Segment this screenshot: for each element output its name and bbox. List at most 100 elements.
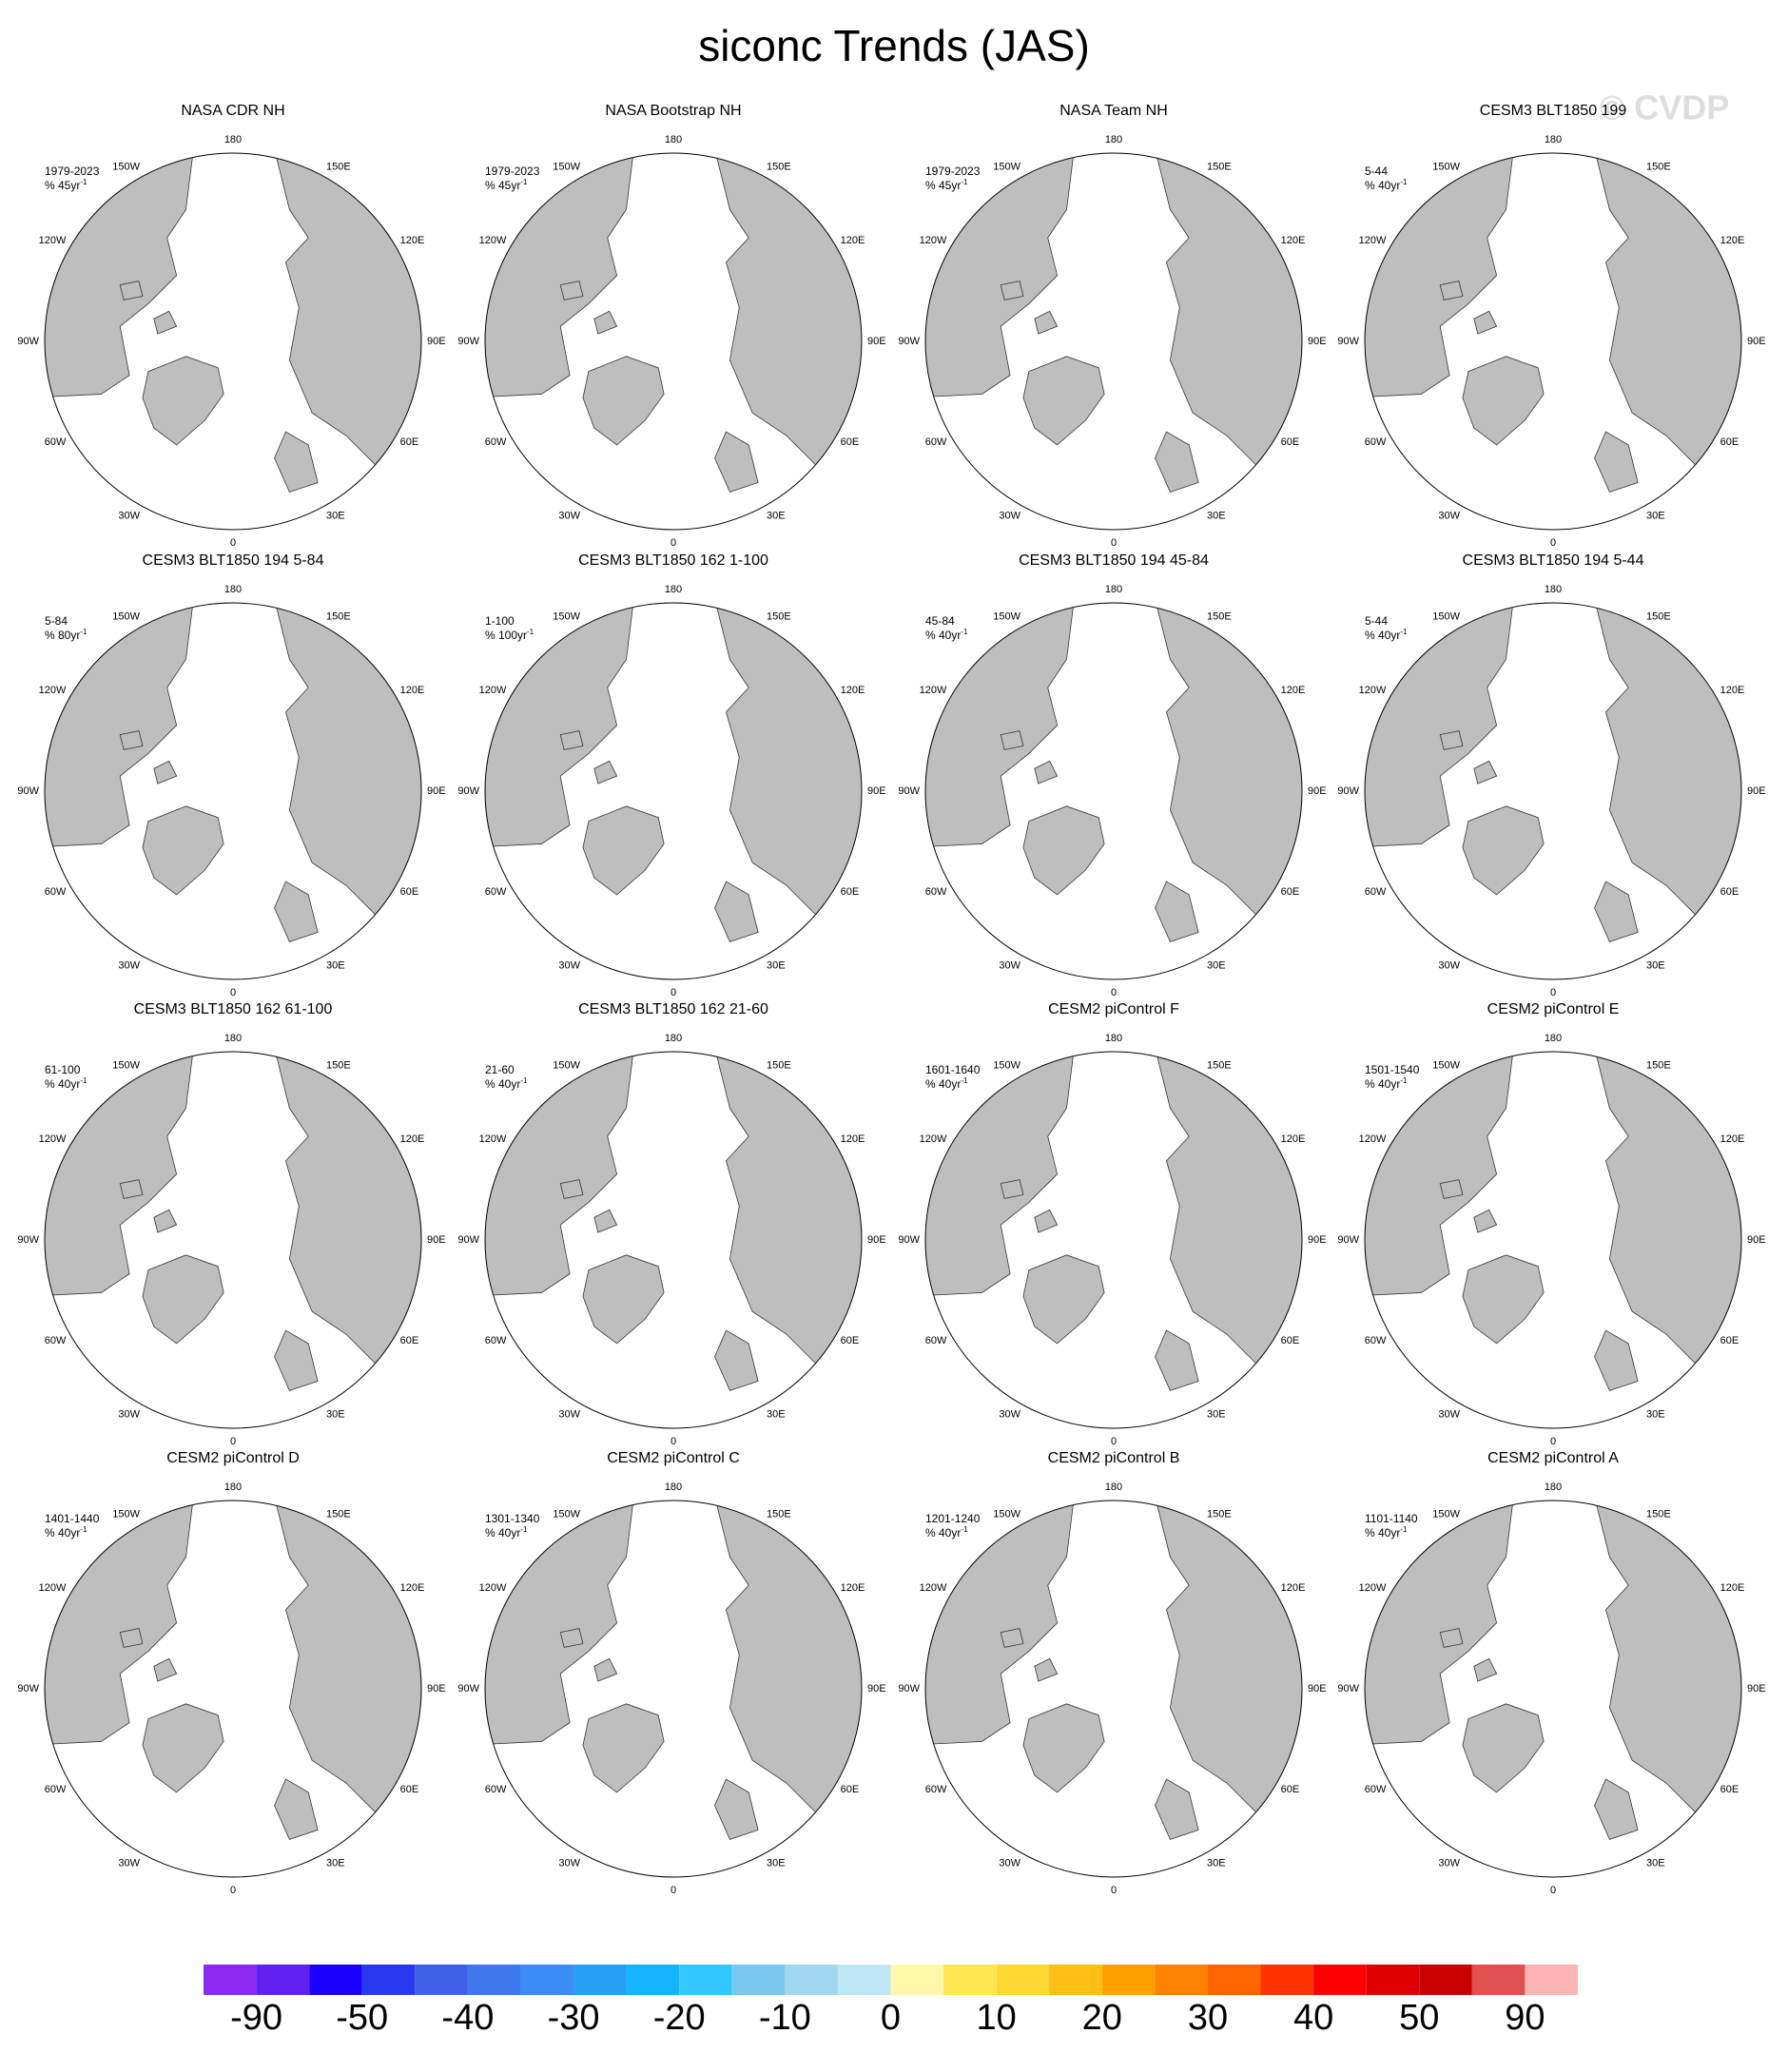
longitude-label: 60E xyxy=(841,886,860,898)
panel-title: CESM2 piControl D xyxy=(166,1450,300,1466)
longitude-label: 30W xyxy=(999,960,1020,972)
longitude-label: 120W xyxy=(479,235,507,246)
map xyxy=(924,152,1303,531)
map xyxy=(1364,1051,1742,1429)
map-panel: CESM3 BLT1850 162 61-100 180 150E 120E 90E 60… xyxy=(17,1001,445,1447)
map-panel: CESM2 piControl E 180 150E 120E 90E 60E 30E 0 30… xyxy=(1337,1001,1765,1447)
panel-title: CESM2 piControl A xyxy=(1487,1450,1619,1466)
unit-label: % 45yr-1 xyxy=(485,178,528,192)
longitude-label: 30E xyxy=(1646,960,1665,972)
unit-exponent: -1 xyxy=(80,1076,87,1085)
longitude-label: 30W xyxy=(558,960,580,972)
longitude-label: 30E xyxy=(1207,511,1226,522)
map xyxy=(484,1051,863,1429)
longitude-label: 120W xyxy=(39,1133,67,1145)
unit-text: % 40yr xyxy=(925,629,961,642)
longitude-label: 120W xyxy=(920,235,947,246)
longitude-label: 150W xyxy=(112,161,140,172)
unit-exponent: -1 xyxy=(1400,178,1408,186)
longitude-label: 150W xyxy=(112,1059,140,1071)
longitude-label: 90W xyxy=(898,1683,920,1694)
longitude-label: 60E xyxy=(1281,436,1300,448)
map-panel: CESM2 piControl C 180 150E 120E 90E 60E 30E 0 30… xyxy=(457,1450,885,1896)
longitude-label: 150E xyxy=(1646,610,1671,622)
period-label: 1401-1440 xyxy=(45,1512,100,1525)
unit-text: % 40yr xyxy=(45,1077,80,1091)
colorbar-box xyxy=(1366,1965,1420,1995)
longitude-label: 150W xyxy=(112,1508,140,1520)
longitude-label: 30E xyxy=(1207,960,1226,972)
period-label: 1979-2023 xyxy=(485,165,540,178)
longitude-label: 180 xyxy=(224,1033,242,1044)
unit-exponent: -1 xyxy=(80,1525,87,1534)
period-label: 5-44 xyxy=(1365,614,1388,628)
longitude-label: 120E xyxy=(841,1582,865,1594)
colorbar-box xyxy=(1471,1965,1526,1995)
longitude-label: 30W xyxy=(999,1858,1020,1869)
map-border xyxy=(44,602,422,980)
colorbar-box xyxy=(626,1965,680,1995)
unit-label: % 80yr-1 xyxy=(45,628,87,642)
map xyxy=(44,1500,422,1878)
unit-text: % 45yr xyxy=(925,179,961,192)
longitude-label: 90W xyxy=(1337,1234,1359,1246)
unit-label: % 45yr-1 xyxy=(45,178,87,192)
longitude-label: 60E xyxy=(841,1335,860,1346)
longitude-label: 120E xyxy=(1720,685,1745,696)
longitude-label: 30W xyxy=(999,511,1020,522)
colorbar-box xyxy=(943,1965,997,1995)
map xyxy=(1364,1500,1742,1878)
longitude-label: 150E xyxy=(767,161,791,172)
longitude-label: 30W xyxy=(558,511,580,522)
panel-title: NASA CDR NH xyxy=(181,103,284,119)
unit-label: % 40yr-1 xyxy=(485,1076,528,1091)
panel-title: CESM3 BLT1850 162 21-60 xyxy=(578,1001,768,1017)
longitude-label: 30W xyxy=(558,1858,580,1869)
longitude-label: 150E xyxy=(326,610,351,622)
longitude-label: 60E xyxy=(841,436,860,448)
longitude-label: 60W xyxy=(485,886,507,898)
longitude-label: 120E xyxy=(400,685,425,696)
longitude-label: 120W xyxy=(39,1582,67,1594)
longitude-label: 90E xyxy=(1308,1234,1327,1246)
longitude-label: 60W xyxy=(485,436,507,448)
longitude-label: 0 xyxy=(1111,1436,1117,1447)
colorbar-box xyxy=(785,1965,838,1995)
unit-text: % 40yr xyxy=(1365,179,1400,192)
longitude-label: 180 xyxy=(1105,584,1122,595)
longitude-label: 90E xyxy=(427,336,446,347)
colorbar-label: 50 xyxy=(1399,1998,1439,2038)
colorbar-box xyxy=(1525,1965,1578,1995)
longitude-label: 0 xyxy=(1550,987,1556,998)
period-label: 1201-1240 xyxy=(925,1512,981,1525)
map xyxy=(44,1051,422,1429)
colorbar-label: -30 xyxy=(548,1998,600,2038)
colorbar-label: 40 xyxy=(1293,1998,1333,2038)
map-panel: CESM3 BLT1850 194 5-84 180 150E 120E 90E 60E 3… xyxy=(17,552,445,998)
longitude-label: 60W xyxy=(925,436,947,448)
longitude-label: 120E xyxy=(841,235,865,246)
longitude-label: 30E xyxy=(767,1409,786,1421)
longitude-label: 120E xyxy=(400,235,425,246)
longitude-label: 150W xyxy=(993,161,1020,172)
unit-exponent: -1 xyxy=(80,178,87,186)
colorbar-box xyxy=(1313,1965,1367,1995)
longitude-label: 150E xyxy=(1207,610,1232,622)
map-border xyxy=(484,152,863,531)
longitude-label: 150E xyxy=(1646,161,1671,172)
longitude-label: 180 xyxy=(1545,134,1562,145)
colorbar-label: 30 xyxy=(1188,1998,1228,2038)
longitude-label: 0 xyxy=(1550,537,1556,549)
colorbar-box xyxy=(1260,1965,1314,1995)
longitude-label: 90W xyxy=(1337,336,1359,347)
map xyxy=(924,1500,1303,1878)
longitude-label: 60E xyxy=(400,886,419,898)
panel-title: NASA Bootstrap NH xyxy=(605,103,741,119)
unit-text: % 40yr xyxy=(1365,1077,1400,1091)
map xyxy=(924,602,1303,980)
colorbar-label: 10 xyxy=(977,1998,1017,2038)
longitude-label: 30E xyxy=(326,960,345,972)
unit-label: % 40yr-1 xyxy=(45,1525,87,1539)
longitude-label: 60W xyxy=(45,1335,67,1346)
longitude-label: 90W xyxy=(457,785,479,797)
